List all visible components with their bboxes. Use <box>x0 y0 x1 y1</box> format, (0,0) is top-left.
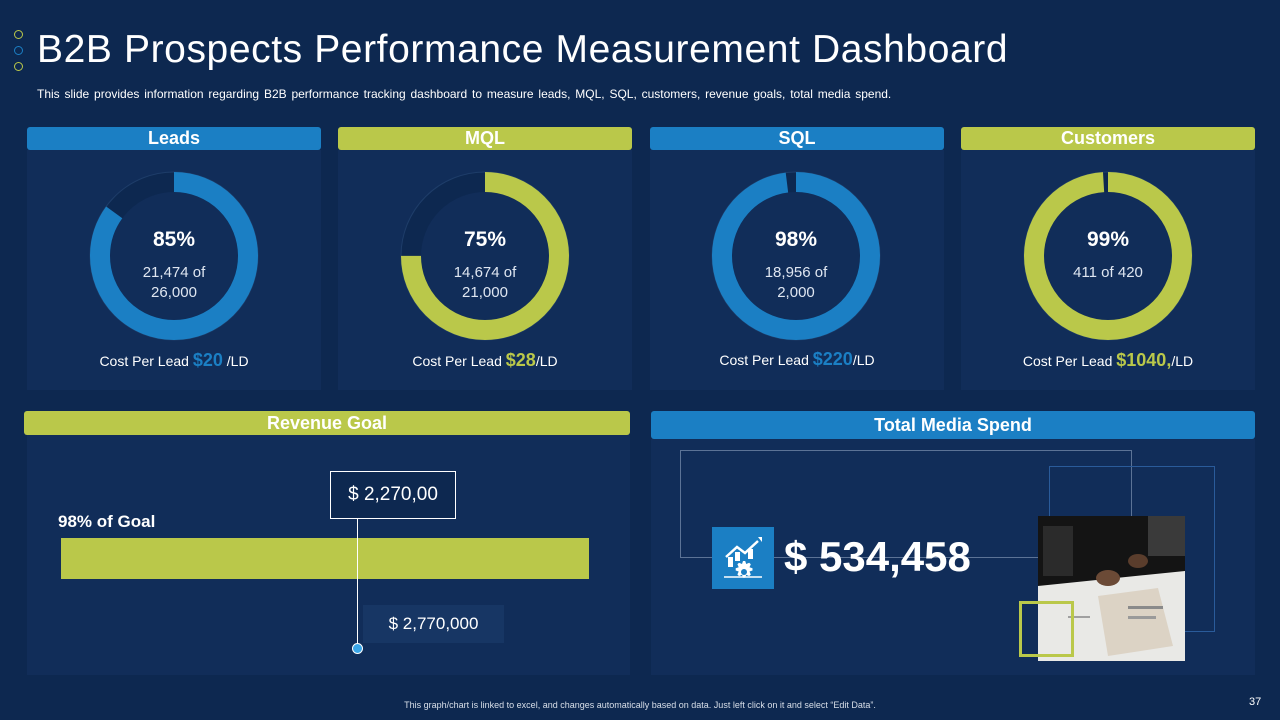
revenue-current-callout: $ 2,270,00 <box>330 471 456 519</box>
kpi-percent-sql: 98% <box>774 228 818 251</box>
media-icon-tile <box>712 527 774 589</box>
revenue-header: Revenue Goal <box>24 411 630 435</box>
kpi-cost-leads: Cost Per Lead $20 /LD <box>27 350 321 371</box>
cost-value: $20 <box>192 350 223 370</box>
kpi-header-sql: SQL <box>650 127 944 150</box>
cost-suffix: /LD <box>852 352 875 368</box>
kpi-detail-sql: 18,956 of 2,000 <box>764 264 828 301</box>
cost-prefix: Cost Per Lead <box>719 352 813 368</box>
revenue-marker-dot <box>352 643 363 654</box>
page-subtitle: This slide provides information regardin… <box>37 87 892 101</box>
revenue-progress-track <box>61 538 600 579</box>
decor-dot-green-bottom <box>14 62 23 71</box>
donut-progress-arc <box>1024 172 1192 340</box>
media-photo-accent <box>1019 601 1074 657</box>
kpi-detail-customers: 411 of 420 <box>1073 264 1143 281</box>
decor-dot-green-top <box>14 30 23 39</box>
cost-value: $28 <box>505 350 536 370</box>
revenue-target-value: $ 2,770,000 <box>363 605 504 643</box>
kpi-header-leads: Leads <box>27 127 321 150</box>
decor-dot-blue <box>14 46 23 55</box>
team-photo-illustration <box>1038 516 1185 661</box>
kpi-percent-mql: 75% <box>463 228 507 251</box>
kpi-percent-leads: 85% <box>152 228 196 251</box>
media-header: Total Media Spend <box>651 411 1255 439</box>
donut-progress-arc <box>401 172 569 340</box>
revenue-marker-line <box>357 518 358 648</box>
cost-value: $220 <box>812 349 853 369</box>
kpi-cost-sql: Cost Per Lead $220/LD <box>650 349 944 370</box>
cost-prefix: Cost Per Lead <box>412 353 506 369</box>
page-number: 37 <box>1249 696 1262 708</box>
kpi-header-mql: MQL <box>338 127 632 150</box>
page-title: B2B Prospects Performance Measurement Da… <box>37 28 1009 71</box>
cost-suffix: /LD <box>535 353 558 369</box>
cost-prefix: Cost Per Lead <box>99 353 193 369</box>
cost-suffix: /LD <box>1171 353 1194 369</box>
kpi-cost-customers: Cost Per Lead $1040,/LD <box>961 350 1255 371</box>
kpi-detail-leads: 21,474 of 26,000 <box>142 264 206 301</box>
kpi-header-customers: Customers <box>961 127 1255 150</box>
growth-gear-icon <box>724 537 762 578</box>
revenue-goal-label: 98% of Goal <box>58 512 156 531</box>
kpi-donut-leads <box>89 171 259 341</box>
kpi-donut-sql <box>711 171 881 341</box>
cost-prefix: Cost Per Lead <box>1022 353 1117 369</box>
kpi-cost-mql: Cost Per Lead $28/LD <box>338 350 632 371</box>
kpi-donut-mql <box>400 171 570 341</box>
kpi-detail-mql: 14,674 of 21,000 <box>453 264 517 301</box>
kpi-donut-customers <box>1023 171 1193 341</box>
footer-note: This graph/chart is linked to excel, and… <box>404 700 876 710</box>
donut-progress-arc <box>90 172 258 340</box>
cost-suffix: /LD <box>222 353 249 369</box>
revenue-progress-fill <box>61 538 590 579</box>
donut-progress-arc <box>712 172 880 340</box>
kpi-percent-customers: 99% <box>1086 228 1130 251</box>
media-photo <box>1038 516 1185 661</box>
cost-value: $1040, <box>1116 350 1172 370</box>
media-amount: $ 534,458 <box>784 533 971 580</box>
media-frame-outline <box>680 450 1132 558</box>
